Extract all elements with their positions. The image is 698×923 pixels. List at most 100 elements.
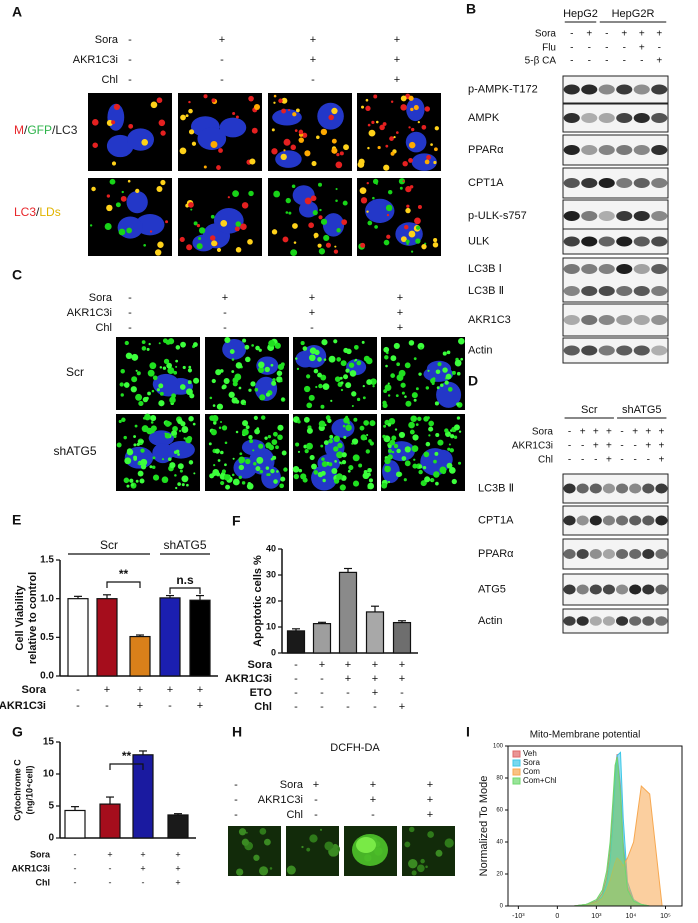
puncta <box>336 451 344 459</box>
condition-sign: - <box>128 34 132 46</box>
blot-band <box>633 315 650 325</box>
puncta <box>321 461 328 467</box>
puncta <box>248 388 252 392</box>
puncta <box>276 470 279 473</box>
puncta <box>313 368 319 374</box>
blot-band <box>576 483 589 494</box>
puncta <box>212 404 216 407</box>
puncta <box>156 97 163 104</box>
puncta <box>333 446 339 452</box>
puncta <box>135 479 139 483</box>
puncta <box>434 126 439 131</box>
puncta <box>403 224 409 230</box>
puncta <box>294 129 298 132</box>
row-label-part: GFP <box>27 123 52 137</box>
puncta <box>238 464 245 471</box>
puncta <box>247 239 253 245</box>
blot-band <box>616 236 633 247</box>
condition-sign: + <box>372 687 378 699</box>
blot-band <box>563 483 576 494</box>
group-label: shATG5 <box>163 538 206 552</box>
condition-label: 5-β CA <box>525 56 557 67</box>
blot-strip <box>562 167 669 199</box>
puncta <box>183 437 186 440</box>
blot-label: CPT1A <box>478 514 514 526</box>
blot-band <box>602 584 615 595</box>
puncta <box>333 249 339 254</box>
puncta <box>295 357 298 360</box>
puncta <box>259 394 266 401</box>
puncta <box>417 204 422 209</box>
puncta <box>335 199 338 202</box>
condition-label: Chl <box>101 74 118 86</box>
condition-sign: - <box>570 56 573 67</box>
bar <box>392 621 412 654</box>
puncta <box>304 150 311 157</box>
blot-band <box>655 616 668 626</box>
puncta <box>156 388 160 392</box>
puncta <box>141 346 147 351</box>
puncta <box>334 460 337 463</box>
puncta <box>231 370 235 373</box>
puncta <box>188 415 194 422</box>
puncta <box>267 473 271 477</box>
micrograph <box>116 337 200 410</box>
legend-label: Com <box>523 767 540 776</box>
puncta <box>271 229 278 235</box>
condition-sign: - <box>623 56 626 67</box>
puncta <box>321 457 325 461</box>
puncta <box>417 416 422 422</box>
puncta <box>393 443 399 449</box>
blot-band <box>633 84 650 95</box>
puncta <box>111 161 117 166</box>
puncta <box>245 425 250 430</box>
puncta <box>215 369 222 376</box>
condition-sign: + <box>370 794 376 806</box>
blot-band <box>563 264 580 274</box>
puncta <box>232 381 238 387</box>
puncta <box>418 469 423 475</box>
puncta <box>311 463 317 470</box>
puncta <box>331 138 337 144</box>
puncta <box>265 442 272 449</box>
blot-band <box>598 84 615 95</box>
puncta <box>329 434 334 439</box>
puncta <box>144 413 151 421</box>
puncta <box>341 460 347 465</box>
puncta <box>137 470 144 477</box>
puncta <box>273 190 281 198</box>
blot-band <box>616 584 629 595</box>
puncta <box>398 431 406 439</box>
nucleus <box>241 439 266 456</box>
blot-band <box>629 584 642 595</box>
puncta <box>109 178 116 185</box>
puncta <box>177 463 184 470</box>
puncta <box>173 370 178 375</box>
puncta <box>181 483 185 487</box>
puncta <box>345 424 352 431</box>
y-axis-label: relative to control <box>27 572 39 664</box>
puncta <box>382 434 386 439</box>
condition-sign: + <box>175 877 180 887</box>
puncta <box>323 358 327 361</box>
puncta <box>265 392 271 397</box>
puncta <box>128 123 134 129</box>
puncta <box>336 357 342 362</box>
puncta <box>320 218 328 225</box>
blot-band <box>629 483 642 494</box>
puncta <box>218 148 223 153</box>
puncta <box>254 428 260 435</box>
condition-sign: + <box>659 455 665 466</box>
blot-band <box>616 264 633 274</box>
blot-strip <box>562 303 669 337</box>
puncta <box>273 94 277 98</box>
condition-sign: - <box>234 809 238 821</box>
puncta <box>318 248 326 255</box>
puncta <box>285 197 291 204</box>
puncta <box>389 136 394 141</box>
blot-band <box>598 113 615 123</box>
puncta <box>179 469 183 473</box>
puncta <box>282 236 289 243</box>
puncta <box>154 249 162 256</box>
nucleus <box>127 128 155 151</box>
